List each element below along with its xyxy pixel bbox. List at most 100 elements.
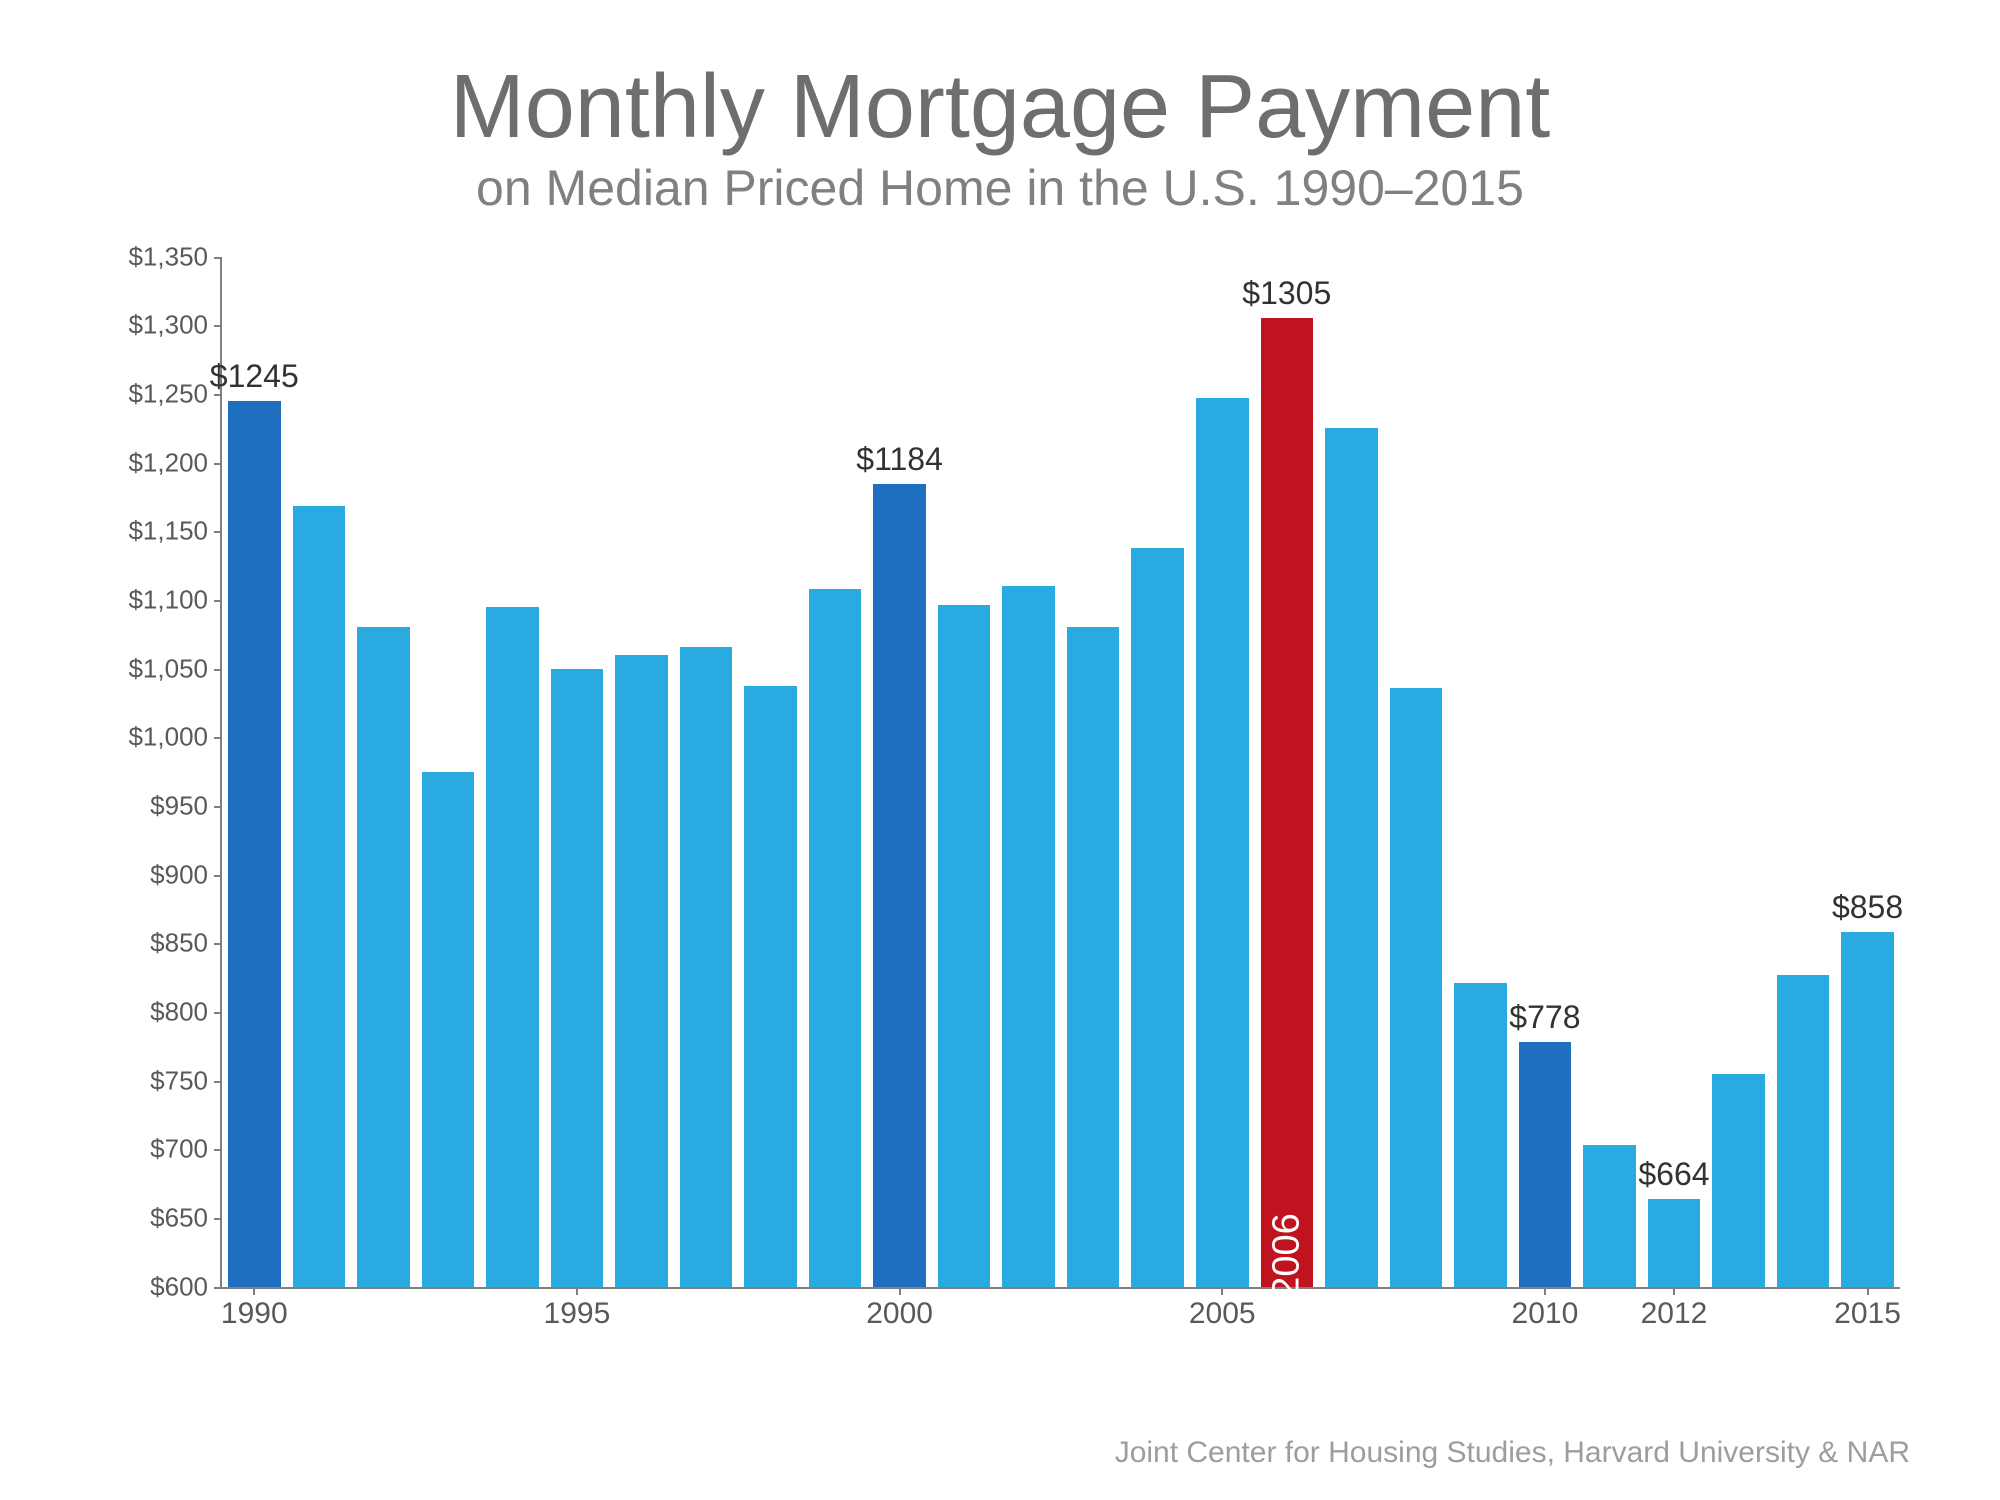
bar-slot — [1325, 257, 1378, 1287]
bar-slot — [1777, 257, 1830, 1287]
x-tick-label: 2015 — [1834, 1297, 1901, 1331]
bar-slot: $8582015 — [1841, 257, 1894, 1287]
bar-1998 — [744, 686, 797, 1286]
bar-value-label: $664 — [1638, 1156, 1709, 1193]
y-tick — [214, 531, 222, 533]
x-tick — [1221, 1287, 1223, 1295]
bar-slot — [357, 257, 410, 1287]
y-tick — [214, 1149, 222, 1151]
bar-slot — [1583, 257, 1636, 1287]
bar-2004 — [1131, 548, 1184, 1287]
page-subtitle: on Median Priced Home in the U.S. 1990–2… — [80, 159, 1920, 217]
bar-slot — [615, 257, 668, 1287]
bar-2002 — [1002, 586, 1055, 1286]
bar-1993 — [422, 772, 475, 1287]
plot-area: $12451990 1995 $11842000 2005$13052006 $7782… — [220, 257, 1900, 1289]
x-tick-label: 2005 — [1189, 1297, 1256, 1331]
x-tick — [1544, 1287, 1546, 1295]
bar-slot: 2005 — [1196, 257, 1249, 1287]
y-tick — [214, 257, 222, 259]
y-tick — [214, 600, 222, 602]
bar-slot: $6642012 — [1648, 257, 1701, 1287]
bar-2007 — [1325, 428, 1378, 1286]
bar-value-label: $1245 — [210, 358, 299, 395]
bar-2011 — [1583, 1145, 1636, 1286]
y-tick-label: $950 — [150, 790, 208, 821]
bar-2003 — [1067, 627, 1120, 1286]
bar-1996 — [615, 655, 668, 1287]
y-tick-label: $800 — [150, 996, 208, 1027]
y-tick-label: $1,150 — [128, 516, 208, 547]
page-title: Monthly Mortgage Payment — [80, 60, 1920, 155]
bar-slot: $13052006 — [1261, 257, 1314, 1287]
x-tick-label: 2010 — [1512, 1297, 1579, 1331]
bar-slot — [938, 257, 991, 1287]
bar-1995 — [551, 669, 604, 1287]
y-tick-label: $1,050 — [128, 653, 208, 684]
x-tick — [1673, 1287, 1675, 1295]
bar-2005 — [1196, 398, 1249, 1287]
y-tick-label: $1,200 — [128, 447, 208, 478]
bar-slot — [486, 257, 539, 1287]
y-tick-label: $600 — [150, 1271, 208, 1302]
y-tick — [214, 806, 222, 808]
y-tick-label: $700 — [150, 1134, 208, 1165]
bar-slot: $7782010 — [1519, 257, 1572, 1287]
bar-slot — [1712, 257, 1765, 1287]
y-tick — [214, 737, 222, 739]
x-tick-label: 2000 — [866, 1297, 933, 1331]
bar-2012: $664 — [1648, 1199, 1701, 1287]
y-tick-label: $1,300 — [128, 310, 208, 341]
bar-slot — [1390, 257, 1443, 1287]
x-tick-label: 1990 — [221, 1297, 288, 1331]
bar-slot: $12451990 — [228, 257, 281, 1287]
bar-slot — [293, 257, 346, 1287]
y-tick-label: $750 — [150, 1065, 208, 1096]
bar-2000: $1184 — [873, 484, 926, 1286]
bar-2010: $778 — [1519, 1042, 1572, 1286]
bar-slot — [1454, 257, 1507, 1287]
y-tick — [214, 943, 222, 945]
x-tick — [576, 1287, 578, 1295]
y-tick — [214, 1218, 222, 1220]
bar-inside-label: 2006 — [1265, 1213, 1308, 1298]
bar-slot — [1002, 257, 1055, 1287]
source-attribution: Joint Center for Housing Studies, Harvar… — [1115, 1436, 1910, 1470]
bar-2001 — [938, 605, 991, 1286]
bar-slot — [1067, 257, 1120, 1287]
bar-1990: $1245 — [228, 401, 281, 1287]
bar-slot — [422, 257, 475, 1287]
bar-1999 — [809, 589, 862, 1287]
bars-container: $12451990 1995 $11842000 2005$13052006 $7782… — [222, 257, 1900, 1287]
bar-slot: $11842000 — [873, 257, 926, 1287]
bar-2009 — [1454, 983, 1507, 1287]
bar-2015: $858 — [1841, 932, 1894, 1286]
bar-2014 — [1777, 975, 1830, 1287]
bar-slot — [809, 257, 862, 1287]
y-tick — [214, 463, 222, 465]
chart-page: Monthly Mortgage Payment on Median Price… — [0, 0, 2000, 1500]
bar-1992 — [357, 627, 410, 1286]
bar-value-label: $858 — [1832, 889, 1903, 926]
bar-slot — [744, 257, 797, 1287]
bar-2008 — [1390, 688, 1443, 1287]
bar-slot: 1995 — [551, 257, 604, 1287]
x-tick — [1867, 1287, 1869, 1295]
bar-slot — [680, 257, 733, 1287]
y-tick — [214, 394, 222, 396]
x-tick-label: 2012 — [1641, 1297, 1708, 1331]
chart-container: $12451990 1995 $11842000 2005$13052006 $7782… — [120, 257, 1900, 1289]
bar-1997 — [680, 647, 733, 1287]
x-tick — [253, 1287, 255, 1295]
y-tick-label: $850 — [150, 928, 208, 959]
bar-value-label: $778 — [1509, 999, 1580, 1036]
y-tick-label: $1,350 — [128, 241, 208, 272]
y-tick — [214, 1012, 222, 1014]
y-tick — [214, 875, 222, 877]
x-tick-label: 1995 — [544, 1297, 611, 1331]
y-tick — [214, 325, 222, 327]
x-tick — [899, 1287, 901, 1295]
bar-value-label: $1305 — [1242, 275, 1331, 312]
bar-2006: $13052006 — [1261, 318, 1314, 1286]
y-tick — [214, 1081, 222, 1083]
